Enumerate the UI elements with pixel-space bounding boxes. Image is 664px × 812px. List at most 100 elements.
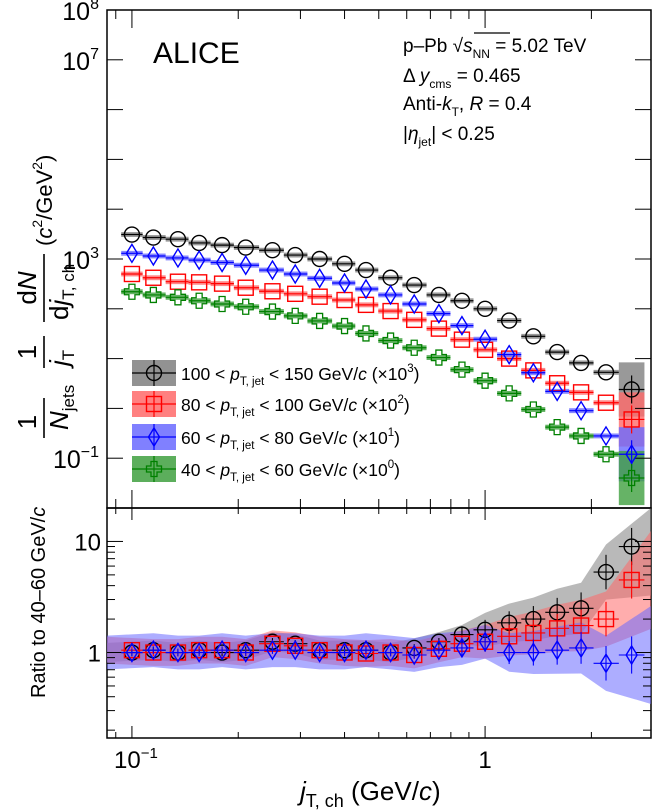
- point-60-80-7: [288, 263, 302, 285]
- annotation-part: √: [453, 36, 464, 57]
- ratio-point-100-150 ratio-21: [623, 538, 640, 555]
- point-40-60-4: [213, 295, 231, 313]
- point-80-100-21: [623, 411, 640, 428]
- top-y-tick-label-3: 10−1: [53, 444, 99, 474]
- annotation-part: | < 0.25: [431, 124, 495, 145]
- point-100-150-16: [500, 312, 518, 329]
- ratio-point-60-80 ratio-9: [338, 642, 351, 663]
- point-60-80-6: [266, 259, 279, 281]
- ratio-point-60-80 ratio-2: [171, 642, 185, 663]
- point-80-100-16: [500, 350, 518, 367]
- point-40-60-21: [623, 469, 640, 487]
- annotation-part: = 0.4: [483, 94, 531, 115]
- annotation-part: y: [418, 66, 431, 87]
- legend-marker-60-80: [147, 426, 161, 448]
- legend-marker-40-60: [145, 460, 163, 478]
- point-60-80-9: [338, 272, 351, 294]
- point-80-100-5: [237, 279, 254, 296]
- bottom-uncertainty-bands: [107, 508, 651, 704]
- point-60-80-13: [432, 303, 446, 324]
- annotation-part: ,: [459, 94, 470, 115]
- point-40-60-7: [287, 307, 304, 325]
- ratio-point-60-80 ratio-4: [215, 639, 229, 661]
- ratio-point-60-80 ratio-5: [239, 642, 253, 663]
- point-100-150-15: [476, 300, 494, 317]
- annotation-part: = 0.465: [451, 66, 520, 87]
- point-80-100-18: [548, 375, 566, 392]
- point-40-60-11: [382, 332, 399, 349]
- axis-ticks: [107, 9, 651, 738]
- annotation-part: p–Pb: [403, 36, 453, 57]
- top-y-tick-label-0: 108: [62, 0, 99, 26]
- point-40-60-9: [336, 317, 353, 335]
- point-60-80-14: [455, 315, 469, 336]
- point-40-60-19: [572, 427, 590, 445]
- point-100-150-6: [264, 242, 281, 259]
- ratio-point-60-80 ratio-0: [125, 642, 139, 663]
- ratio-point-100-150 ratio-20: [597, 563, 615, 581]
- top-y-tick-label-2: 103: [62, 245, 99, 275]
- annotation-part: jet: [418, 135, 432, 149]
- annotation-part: s: [463, 36, 473, 57]
- point-40-60-2: [169, 289, 187, 306]
- point-100-150-9: [336, 255, 353, 273]
- point-80-100-14: [453, 331, 471, 348]
- annotation-part: = 5.02 TeV: [490, 36, 587, 57]
- ratio-point-60-80 ratio-19: [574, 637, 588, 659]
- point-100-150-7: [287, 246, 304, 264]
- point-100-150-19: [572, 354, 590, 372]
- ratio-point-60-80 ratio-11: [384, 642, 397, 663]
- point-60-80-18: [550, 381, 564, 402]
- top-y-tick-label-1: 107: [62, 46, 99, 76]
- point-80-100-15: [476, 341, 494, 359]
- point-60-80-12: [407, 293, 421, 315]
- point-40-60-15: [476, 372, 494, 389]
- point-60-80-5: [239, 254, 253, 276]
- band-bottom-60-80 ratio: [107, 606, 651, 704]
- annotation-part: NN: [473, 47, 490, 61]
- legend-label-40-60: 40 < pT, jet < 60 GeV/c (×100): [181, 459, 400, 484]
- annotation-part: η: [408, 124, 419, 145]
- point-80-100-13: [430, 320, 448, 337]
- point-60-80-15: [478, 328, 492, 350]
- point-40-60-0: [123, 283, 141, 300]
- ylabel-units: (c2/GeV2): [29, 155, 57, 246]
- point-80-100-0: [123, 265, 141, 283]
- point-80-100-19: [572, 384, 590, 401]
- ratio-point-80-100 ratio-21: [623, 571, 640, 589]
- point-60-80-11: [384, 284, 397, 306]
- point-100-150-18: [548, 343, 566, 361]
- point-60-80-16: [502, 344, 516, 365]
- point-40-60-5: [237, 298, 254, 315]
- point-80-100-20: [597, 394, 615, 411]
- point-40-60-8: [311, 312, 328, 330]
- x-tick-label-1: 1: [478, 747, 491, 774]
- point-40-60-20: [597, 446, 615, 463]
- point-60-80-21: [625, 443, 638, 465]
- point-40-60-14: [453, 361, 471, 378]
- annotation-block: p–Pb √sNN = 5.02 TeV Δ ycms = 0.465 Anti-k…: [403, 32, 587, 149]
- point-100-150-13: [430, 286, 448, 304]
- top-data-points: [121, 226, 645, 493]
- point-60-80-0: [125, 242, 139, 264]
- experiment-label: ALICE: [153, 37, 240, 70]
- bottom-y-axis-label: Ratio to 40–60 GeV/c: [28, 507, 50, 698]
- point-60-80-1: [147, 245, 160, 267]
- ratio-point-60-80 ratio-10: [359, 639, 373, 661]
- point-100-150-1: [145, 229, 162, 246]
- ratio-point-60-80 ratio-15: [478, 631, 492, 653]
- point-40-60-18: [549, 419, 566, 436]
- ratio-point-60-80 ratio-20: [599, 652, 613, 674]
- point-60-80-10: [359, 278, 373, 300]
- annotation-line-3: |ηjet| < 0.25: [403, 124, 495, 149]
- annotation-line-2: Anti-kT, R = 0.4: [403, 94, 532, 119]
- ratio-point-60-80 ratio-13: [432, 639, 446, 661]
- point-60-80-20: [599, 425, 613, 447]
- point-40-60-16: [501, 385, 518, 402]
- point-100-150-14: [453, 292, 471, 309]
- x-tick-label-0: 10−1: [114, 745, 158, 774]
- top-y-axis-label: 1 Njets 1 jT dN djT, ch (c2/GeV2): [12, 155, 78, 438]
- annotation-part: Anti-: [403, 94, 442, 115]
- ratio-point-60-80 ratio-18: [550, 639, 564, 661]
